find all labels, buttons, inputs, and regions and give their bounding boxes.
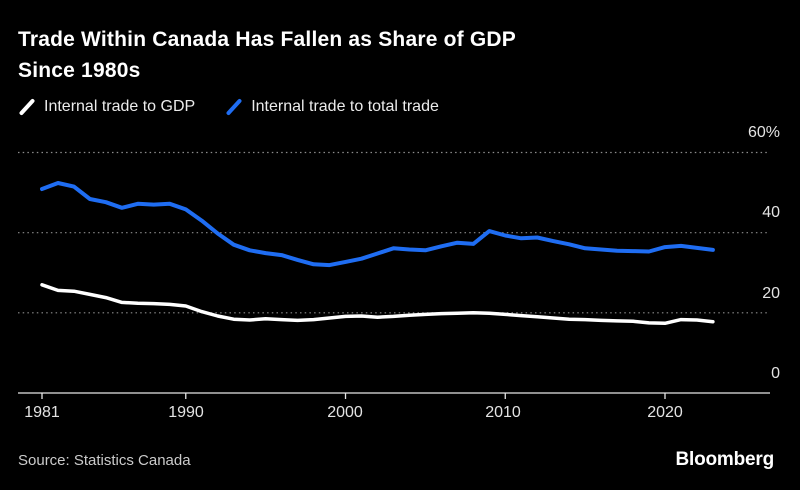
series-line-internal-trade-to-total-trade	[40, 181, 715, 268]
x-axis-label-2020: 2020	[647, 404, 683, 421]
title-line-2: Since 1980s	[18, 59, 141, 82]
white-slash-legend-icon	[19, 99, 35, 115]
y-axis-label-0: 0	[771, 365, 780, 382]
bloomberg-logo: Bloomberg	[675, 449, 775, 470]
x-axis-label-2010: 2010	[485, 404, 521, 421]
source-text: Source: Statistics Canada	[18, 452, 191, 469]
y-axis-label-40: 40	[762, 204, 780, 221]
x-axis-label-2000: 2000	[327, 404, 363, 421]
gridlines-group	[18, 151, 770, 394]
legend-label: Internal trade to total trade	[251, 98, 439, 115]
axis-ticks-group	[41, 393, 666, 399]
chart-legend: Internal trade to GDP Internal trade to …	[18, 98, 439, 116]
blue-slash-legend-icon	[226, 99, 242, 115]
x-axis-label-1990: 1990	[168, 404, 204, 421]
y-axis-label-20: 20	[762, 285, 780, 302]
x-axis-label-1981: 1981	[24, 404, 60, 421]
legend-item-internal-trade-to-total-trade: Internal trade to total trade	[225, 98, 439, 116]
legend-item-internal-trade-to-gdp: Internal trade to GDP	[18, 98, 195, 116]
page-title: Trade Within Canada Has Fallen as Share …	[18, 24, 738, 86]
legend-label: Internal trade to GDP	[44, 98, 196, 115]
series-line-internal-trade-to-gdp	[40, 283, 715, 326]
series-lines-group	[40, 181, 715, 326]
title-line-1: Trade Within Canada Has Fallen as Share …	[18, 28, 516, 51]
y-axis-label-60: 60%	[747, 124, 780, 141]
